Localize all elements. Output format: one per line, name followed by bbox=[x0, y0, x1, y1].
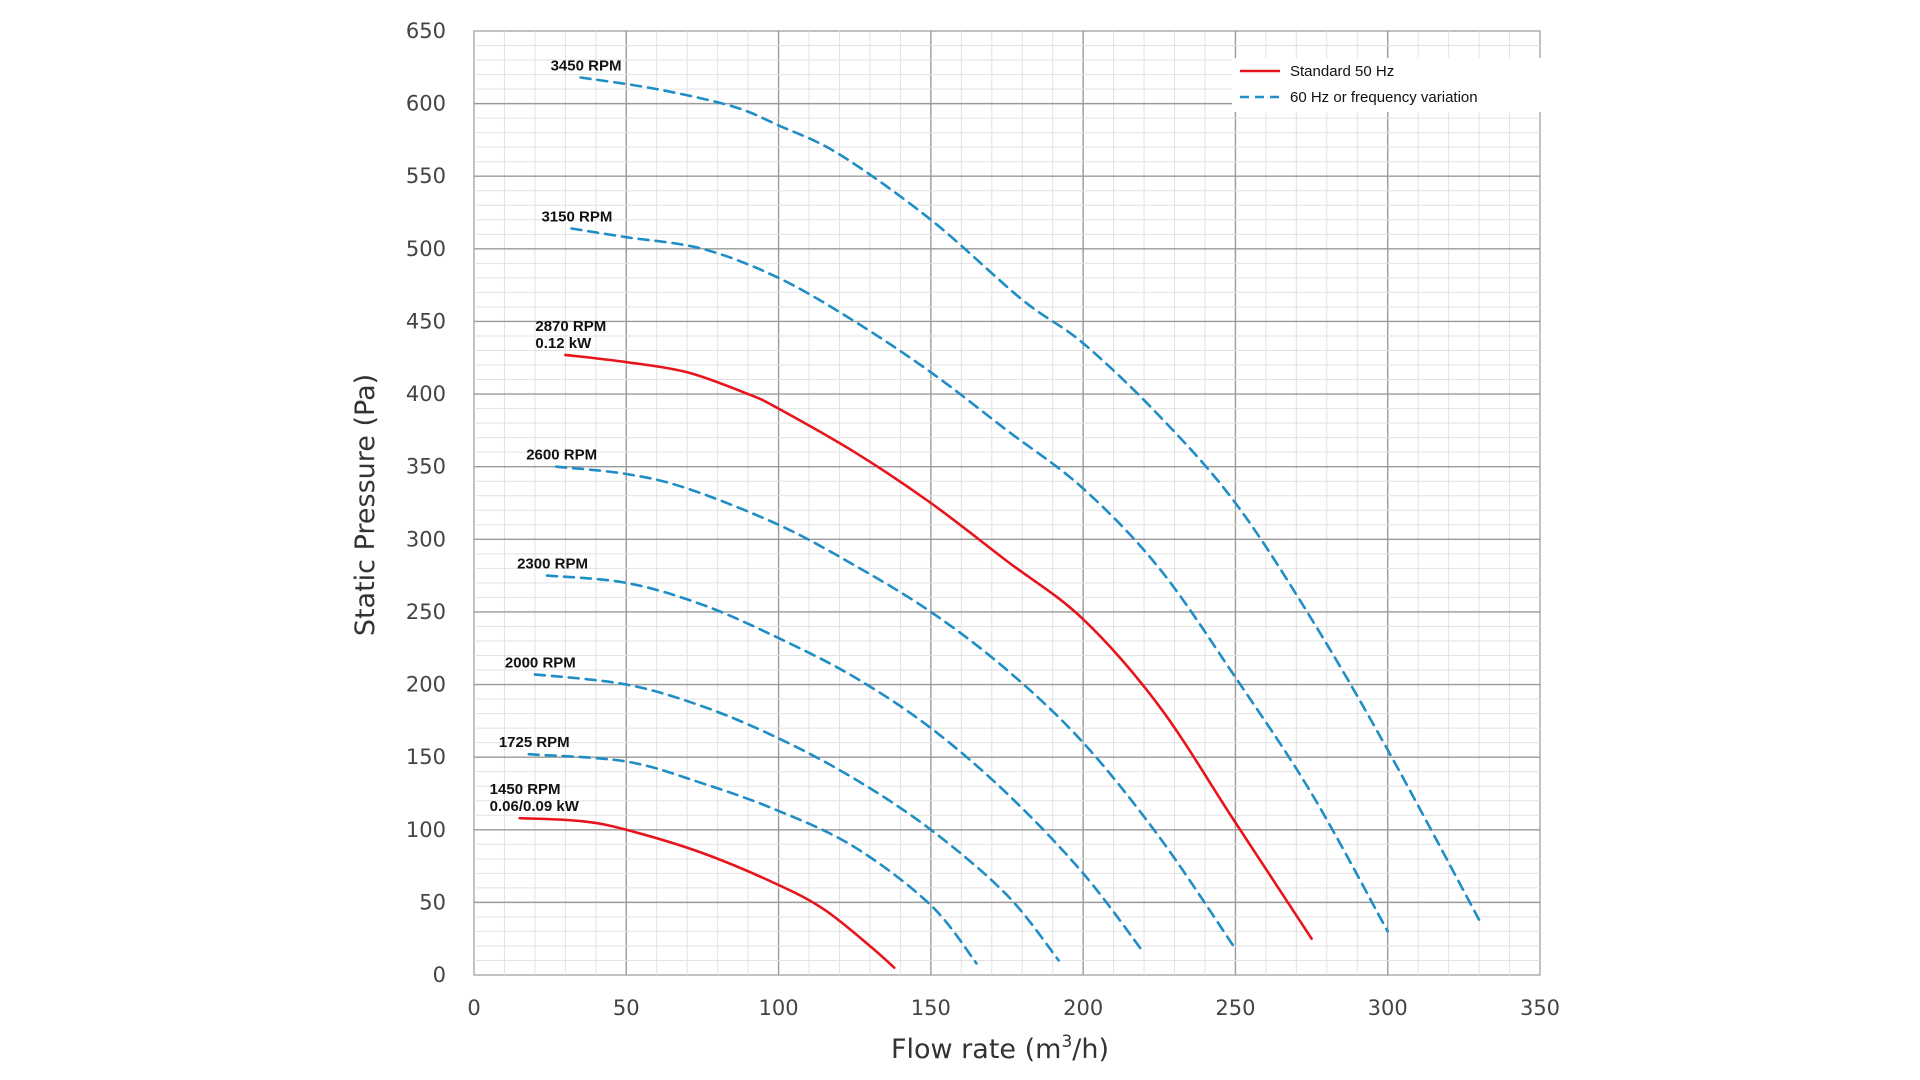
y-tick-label: 250 bbox=[406, 600, 446, 624]
y-tick-label: 300 bbox=[406, 527, 446, 551]
curve-1725-rpm bbox=[527, 752, 978, 965]
legend-label-standard: Standard 50 Hz bbox=[1290, 63, 1394, 80]
y-tick-label: 500 bbox=[406, 237, 446, 261]
curve-label-1450-rpm: 0.06/0.09 kW bbox=[490, 798, 580, 815]
x-tick-label: 300 bbox=[1368, 996, 1408, 1020]
curve-1450-rpm bbox=[518, 816, 896, 969]
curve-label-1725-rpm: 1725 RPM bbox=[499, 734, 570, 751]
x-axis-ticks: 0 50 100 150 200 250 300 350 bbox=[467, 996, 1560, 1020]
curve-label-2600-rpm: 2600 RPM bbox=[526, 447, 597, 464]
curve-2600-rpm bbox=[554, 465, 1237, 951]
legend-box bbox=[1232, 58, 1542, 112]
y-tick-label: 100 bbox=[406, 818, 446, 842]
y-tick-label: 200 bbox=[406, 673, 446, 697]
legend-label-60hz: 60 Hz or frequency variation bbox=[1290, 89, 1478, 106]
curve-3150-rpm bbox=[570, 227, 1389, 933]
x-tick-label: 0 bbox=[467, 996, 480, 1020]
y-tick-label: 350 bbox=[406, 455, 446, 479]
grid bbox=[473, 30, 1541, 976]
x-tick-label: 350 bbox=[1520, 996, 1560, 1020]
y-tick-label: 400 bbox=[406, 382, 446, 406]
curve-label-3150-rpm: 3150 RPM bbox=[541, 209, 612, 226]
y-tick-label: 650 bbox=[406, 19, 446, 43]
curve-label-2300-rpm: 2300 RPM bbox=[517, 556, 588, 573]
curve-2300-rpm bbox=[545, 574, 1146, 955]
x-tick-label: 250 bbox=[1215, 996, 1255, 1020]
curve-label-2000-rpm: 2000 RPM bbox=[505, 654, 576, 671]
y-axis-ticks: 0 50 100 150 200 250 300 350 400 450 500 550 600 650 bbox=[406, 19, 446, 987]
x-tick-label: 150 bbox=[911, 996, 951, 1020]
x-axis-title-suffix: /h) bbox=[1072, 1034, 1109, 1065]
y-tick-label: 550 bbox=[406, 164, 446, 188]
curve-label-2870-rpm: 0.12 kW bbox=[535, 335, 592, 352]
y-tick-label: 150 bbox=[406, 745, 446, 769]
y-tick-label: 600 bbox=[406, 92, 446, 116]
curve-3450-rpm bbox=[579, 76, 1481, 922]
y-tick-label: 450 bbox=[406, 309, 446, 333]
y-axis-title: Static Pressure (Pa) bbox=[350, 374, 381, 636]
legend: Standard 50 Hz 60 Hz or frequency variat… bbox=[1232, 58, 1542, 112]
curve-label-1450-rpm: 1450 RPM bbox=[490, 781, 561, 798]
curve-2870-rpm bbox=[564, 353, 1313, 940]
curve-label-2870-rpm: 2870 RPM bbox=[535, 318, 606, 335]
curve-2000-rpm bbox=[533, 673, 1061, 962]
performance-curves bbox=[518, 76, 1481, 969]
y-tick-label: 0 bbox=[433, 963, 446, 987]
x-axis-title: Flow rate (m3/h) bbox=[891, 1032, 1109, 1065]
x-tick-label: 200 bbox=[1063, 996, 1103, 1020]
y-tick-label: 50 bbox=[419, 890, 446, 914]
curve-label-3450-rpm: 3450 RPM bbox=[551, 57, 622, 74]
x-axis-title-prefix: Flow rate (m bbox=[891, 1034, 1061, 1065]
x-axis-title-superscript: 3 bbox=[1061, 1032, 1072, 1052]
x-tick-label: 50 bbox=[613, 996, 640, 1020]
plot-frame bbox=[473, 30, 1541, 976]
x-tick-label: 100 bbox=[759, 996, 799, 1020]
